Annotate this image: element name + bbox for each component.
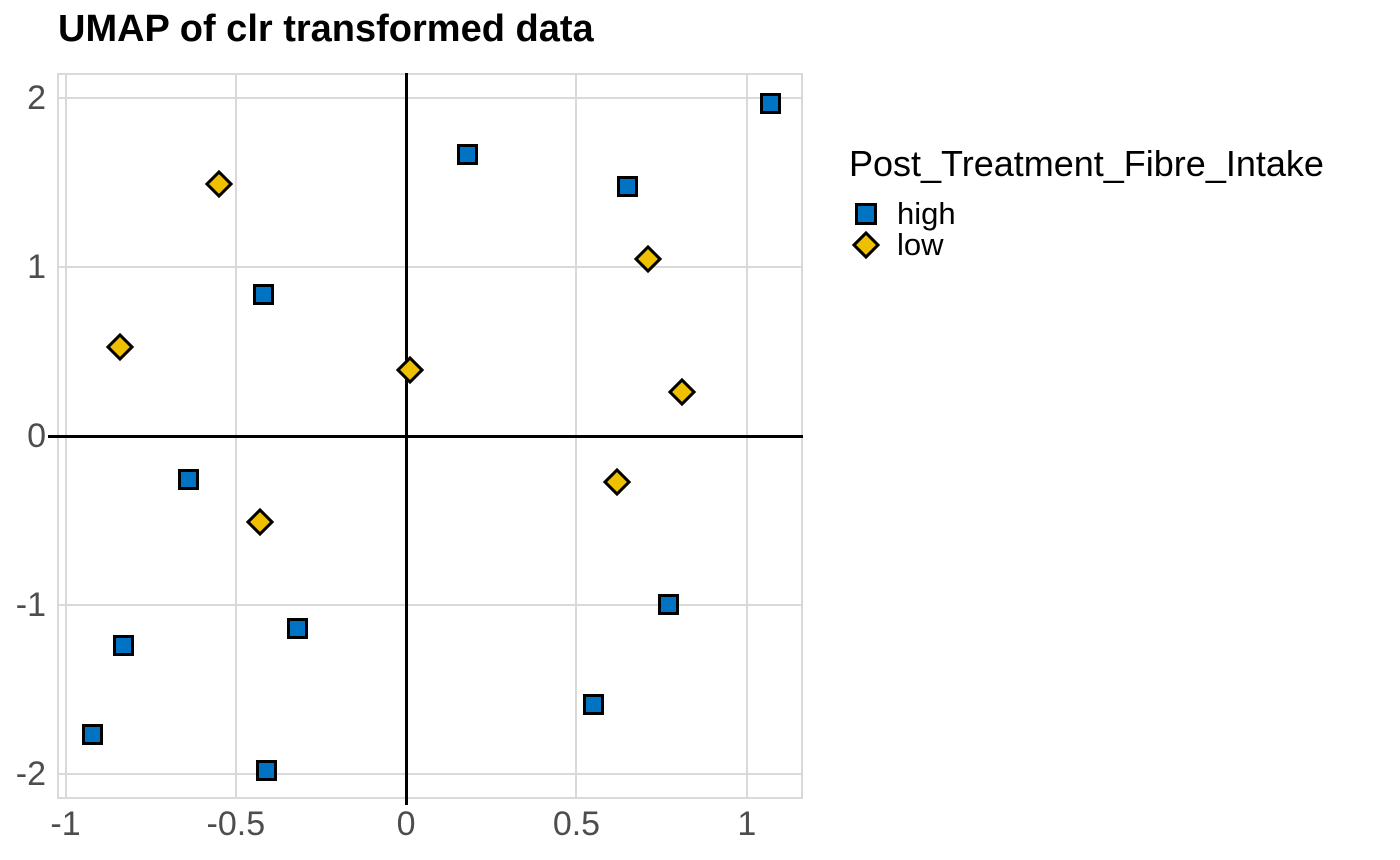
hline-y0 <box>48 434 803 438</box>
y-axis-tick-label: -2 <box>15 754 46 793</box>
data-point-high <box>112 634 134 656</box>
x-axis-tick-label: 0 <box>396 805 416 843</box>
chart-title: UMAP of clr transformed data <box>58 8 594 50</box>
data-point-high <box>583 693 604 715</box>
vline-x0 <box>404 73 408 805</box>
x-axis-tick-label: 1 <box>737 805 757 843</box>
y-gridline <box>57 97 803 100</box>
data-point-high <box>760 92 782 114</box>
legend: Post_Treatment_Fibre_Intake high low <box>849 142 1324 260</box>
legend-item-high: high <box>849 198 1324 229</box>
legend-items: high low <box>849 198 1324 260</box>
data-point-high <box>255 759 277 781</box>
x-axis-tick-label: 0.5 <box>552 805 601 843</box>
y-axis-tick-label: 1 <box>27 248 46 287</box>
legend-label-low: low <box>897 227 944 262</box>
legend-item-low: low <box>849 229 1324 260</box>
legend-title: Post_Treatment_Fibre_Intake <box>849 143 1324 184</box>
data-point-high <box>82 724 104 746</box>
y-axis-tick-label: 0 <box>27 417 46 455</box>
data-point-high <box>177 469 199 491</box>
diamond-marker-icon <box>851 230 881 259</box>
data-point-high <box>252 283 274 305</box>
y-gridline <box>57 772 803 775</box>
data-point-high <box>657 594 679 616</box>
y-gridline <box>57 266 803 269</box>
square-marker-icon <box>855 202 877 225</box>
x-axis-tick-label: -1 <box>50 805 81 843</box>
y-gridline <box>57 603 803 606</box>
y-axis-tick-label: 2 <box>27 79 46 118</box>
legend-key-low <box>851 230 881 259</box>
y-axis-tick-label: -1 <box>15 585 46 624</box>
legend-key-high <box>853 202 879 225</box>
data-point-high <box>456 143 478 165</box>
data-point-high <box>617 175 639 197</box>
x-axis-tick-label: -0.5 <box>206 805 266 843</box>
legend-label-high: high <box>897 196 956 231</box>
data-point-high <box>286 617 308 639</box>
